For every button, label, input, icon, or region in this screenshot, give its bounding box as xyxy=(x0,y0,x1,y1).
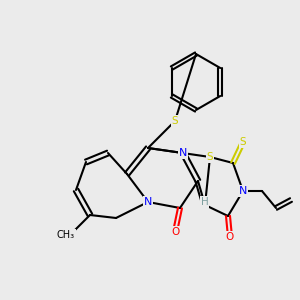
Text: N: N xyxy=(239,186,247,196)
Text: S: S xyxy=(207,152,213,162)
Text: O: O xyxy=(226,232,234,242)
Text: O: O xyxy=(171,227,179,237)
Text: N: N xyxy=(179,148,187,158)
Text: S: S xyxy=(240,137,246,147)
Text: CH₃: CH₃ xyxy=(57,230,75,240)
Text: H: H xyxy=(201,197,208,207)
Text: S: S xyxy=(172,116,178,126)
Text: N: N xyxy=(144,197,152,207)
